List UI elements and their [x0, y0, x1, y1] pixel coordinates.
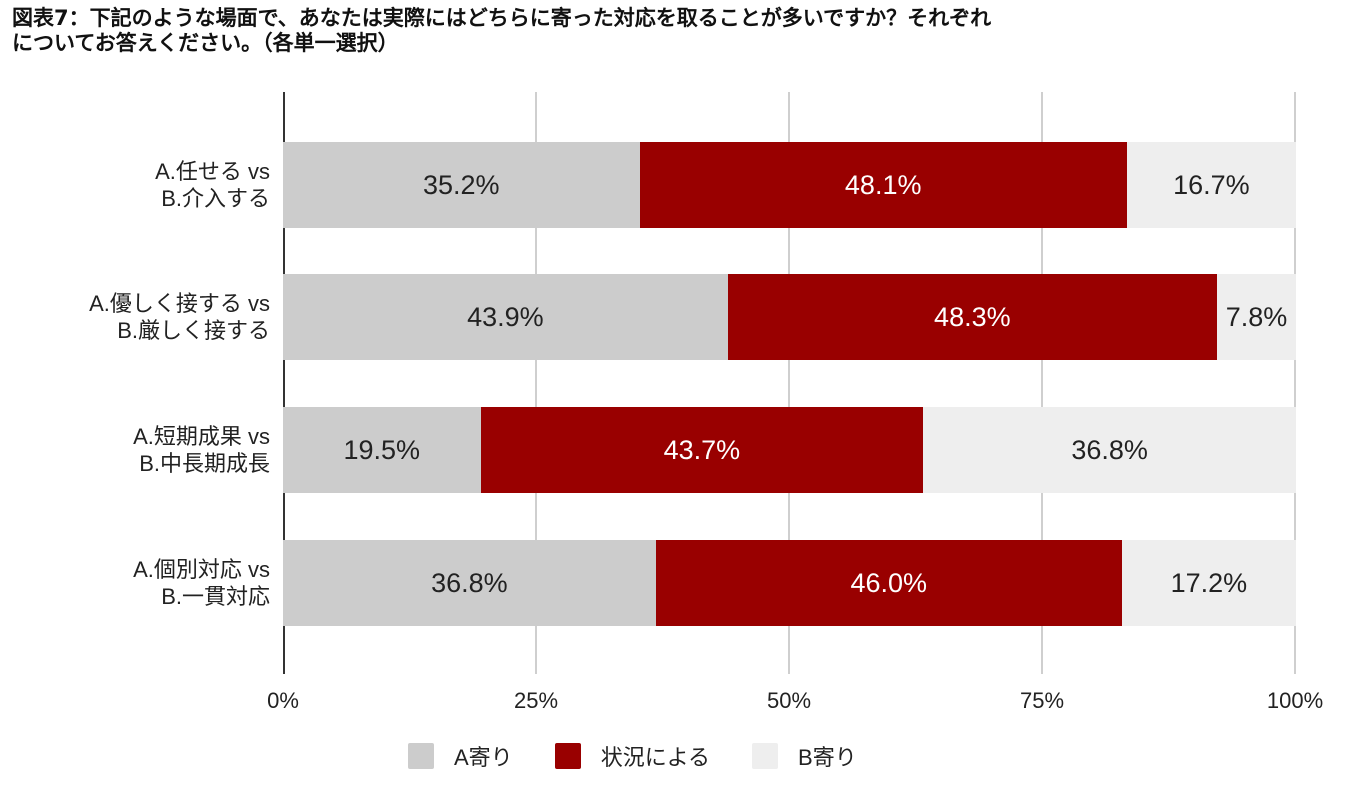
category-label: A.個別対応 vs B.一貫対応 [133, 557, 270, 609]
legend-item-a: A寄り [408, 740, 513, 772]
gridline-100 [1294, 92, 1296, 674]
legend-swatch-icon [554, 743, 581, 769]
category-label: A.任せる vs B.介入する [155, 159, 270, 211]
legend: A寄り 状況による B寄り [408, 740, 899, 772]
x-tick-label: 100% [1266, 688, 1324, 713]
bar-segment-b: 16.7% [1126, 142, 1296, 228]
plot-area: 35.2% 48.1% 16.7% 43.9% 48.3% 7.8% 19.5%… [283, 92, 1296, 674]
x-tick-label: 0% [267, 688, 299, 713]
gridline-50 [788, 92, 790, 674]
bar-row: 43.9% 48.3% 7.8% [283, 274, 1296, 360]
x-tick-label: 75% [1019, 688, 1065, 713]
bar-segment-b: 7.8% [1216, 274, 1296, 360]
legend-swatch-icon [752, 743, 779, 769]
gridline-25 [535, 92, 537, 674]
legend-item-situational: 状況による [554, 740, 710, 772]
bar-segment-a: 35.2% [283, 142, 640, 228]
category-label: A.優しく接する vs B.厳しく接する [89, 291, 270, 343]
x-tick-label: 50% [766, 688, 812, 713]
bar-row: 19.5% 43.7% 36.8% [283, 407, 1296, 493]
y-axis-line [283, 92, 285, 674]
bar-segment-b: 17.2% [1121, 540, 1296, 626]
bar-segment-situational: 43.7% [480, 407, 924, 493]
x-tick-label: 25% [513, 688, 559, 713]
bar-row: 36.8% 46.0% 17.2% [283, 540, 1296, 626]
bar-segment-a: 36.8% [283, 540, 656, 626]
title-line-1: 図表7：下記のような場面で、あなたは実際にはどちらに寄った対応を取ることが多いで… [12, 6, 992, 30]
bar-row: 35.2% 48.1% 16.7% [283, 142, 1296, 228]
bar-segment-situational: 48.1% [639, 142, 1127, 228]
bar-segment-a: 43.9% [283, 274, 728, 360]
category-label: A.短期成果 vs B.中長期成長 [133, 424, 270, 476]
gridline-75 [1041, 92, 1043, 674]
bar-segment-situational: 48.3% [727, 274, 1217, 360]
legend-swatch-icon [408, 743, 434, 769]
bar-segment-a: 19.5% [283, 407, 481, 493]
bar-segment-situational: 46.0% [655, 540, 1122, 626]
bar-segment-b: 36.8% [923, 407, 1296, 493]
legend-item-b: B寄り [752, 740, 857, 772]
title-line-2: についてお答えください。（各単一選択） [12, 31, 399, 55]
chart-title: 図表7：下記のような場面で、あなたは実際にはどちらに寄った対応を取ることが多いで… [12, 6, 991, 56]
